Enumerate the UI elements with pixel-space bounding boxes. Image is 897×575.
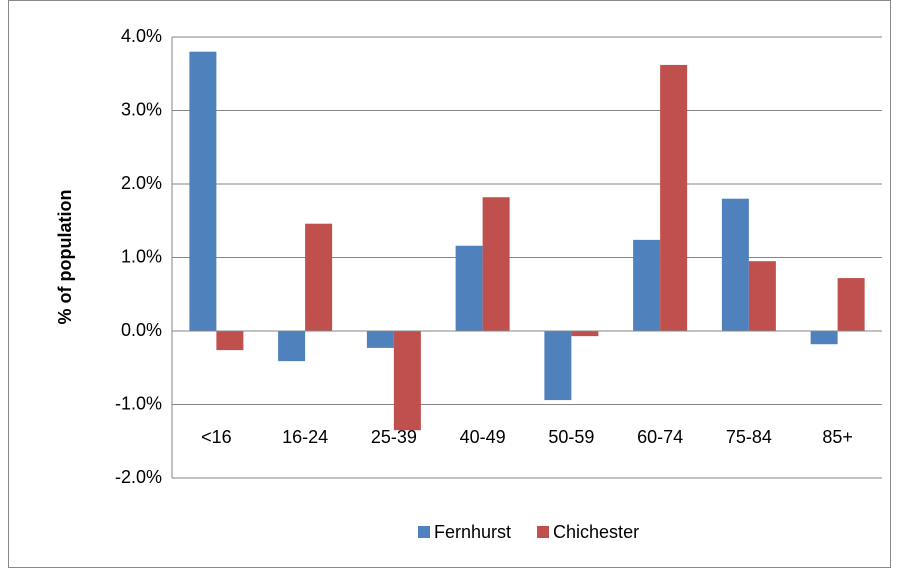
y-tick-label: -1.0%	[115, 393, 162, 413]
y-tick-label: -2.0%	[115, 467, 162, 487]
legend-swatch	[537, 526, 550, 538]
y-tick-label: 2.0%	[121, 173, 162, 193]
bar	[633, 239, 661, 331]
x-tick-label: <16	[201, 427, 232, 447]
x-tick-label: 25-39	[371, 427, 417, 447]
legend-label: Chichester	[553, 522, 639, 542]
x-tick-label: 16-24	[282, 427, 328, 447]
x-tick-label: 75-84	[726, 427, 772, 447]
bar	[837, 278, 865, 331]
y-tick-label: 3.0%	[121, 99, 162, 119]
x-tick-label: 40-49	[460, 427, 506, 447]
bar	[482, 197, 510, 331]
y-axis-title: % of population	[55, 190, 75, 325]
bar	[455, 245, 483, 331]
bar	[721, 198, 749, 331]
bar	[278, 331, 306, 362]
bar	[748, 261, 776, 331]
y-tick-label: 4.0%	[121, 26, 162, 46]
bar	[571, 331, 599, 337]
y-tick-label: 0.0%	[121, 320, 162, 340]
bar	[393, 331, 421, 431]
bar	[660, 64, 688, 332]
bar	[216, 331, 244, 351]
bar	[810, 331, 838, 345]
legend-label: Fernhurst	[434, 522, 511, 542]
bar	[544, 331, 572, 401]
bar	[189, 51, 217, 331]
y-tick-label: 1.0%	[121, 246, 162, 266]
x-tick-label: 50-59	[548, 427, 594, 447]
bar	[366, 331, 394, 348]
x-tick-label: 60-74	[637, 427, 683, 447]
legend-swatch	[418, 526, 430, 538]
x-tick-label: 85+	[822, 427, 853, 447]
bar	[305, 223, 333, 331]
